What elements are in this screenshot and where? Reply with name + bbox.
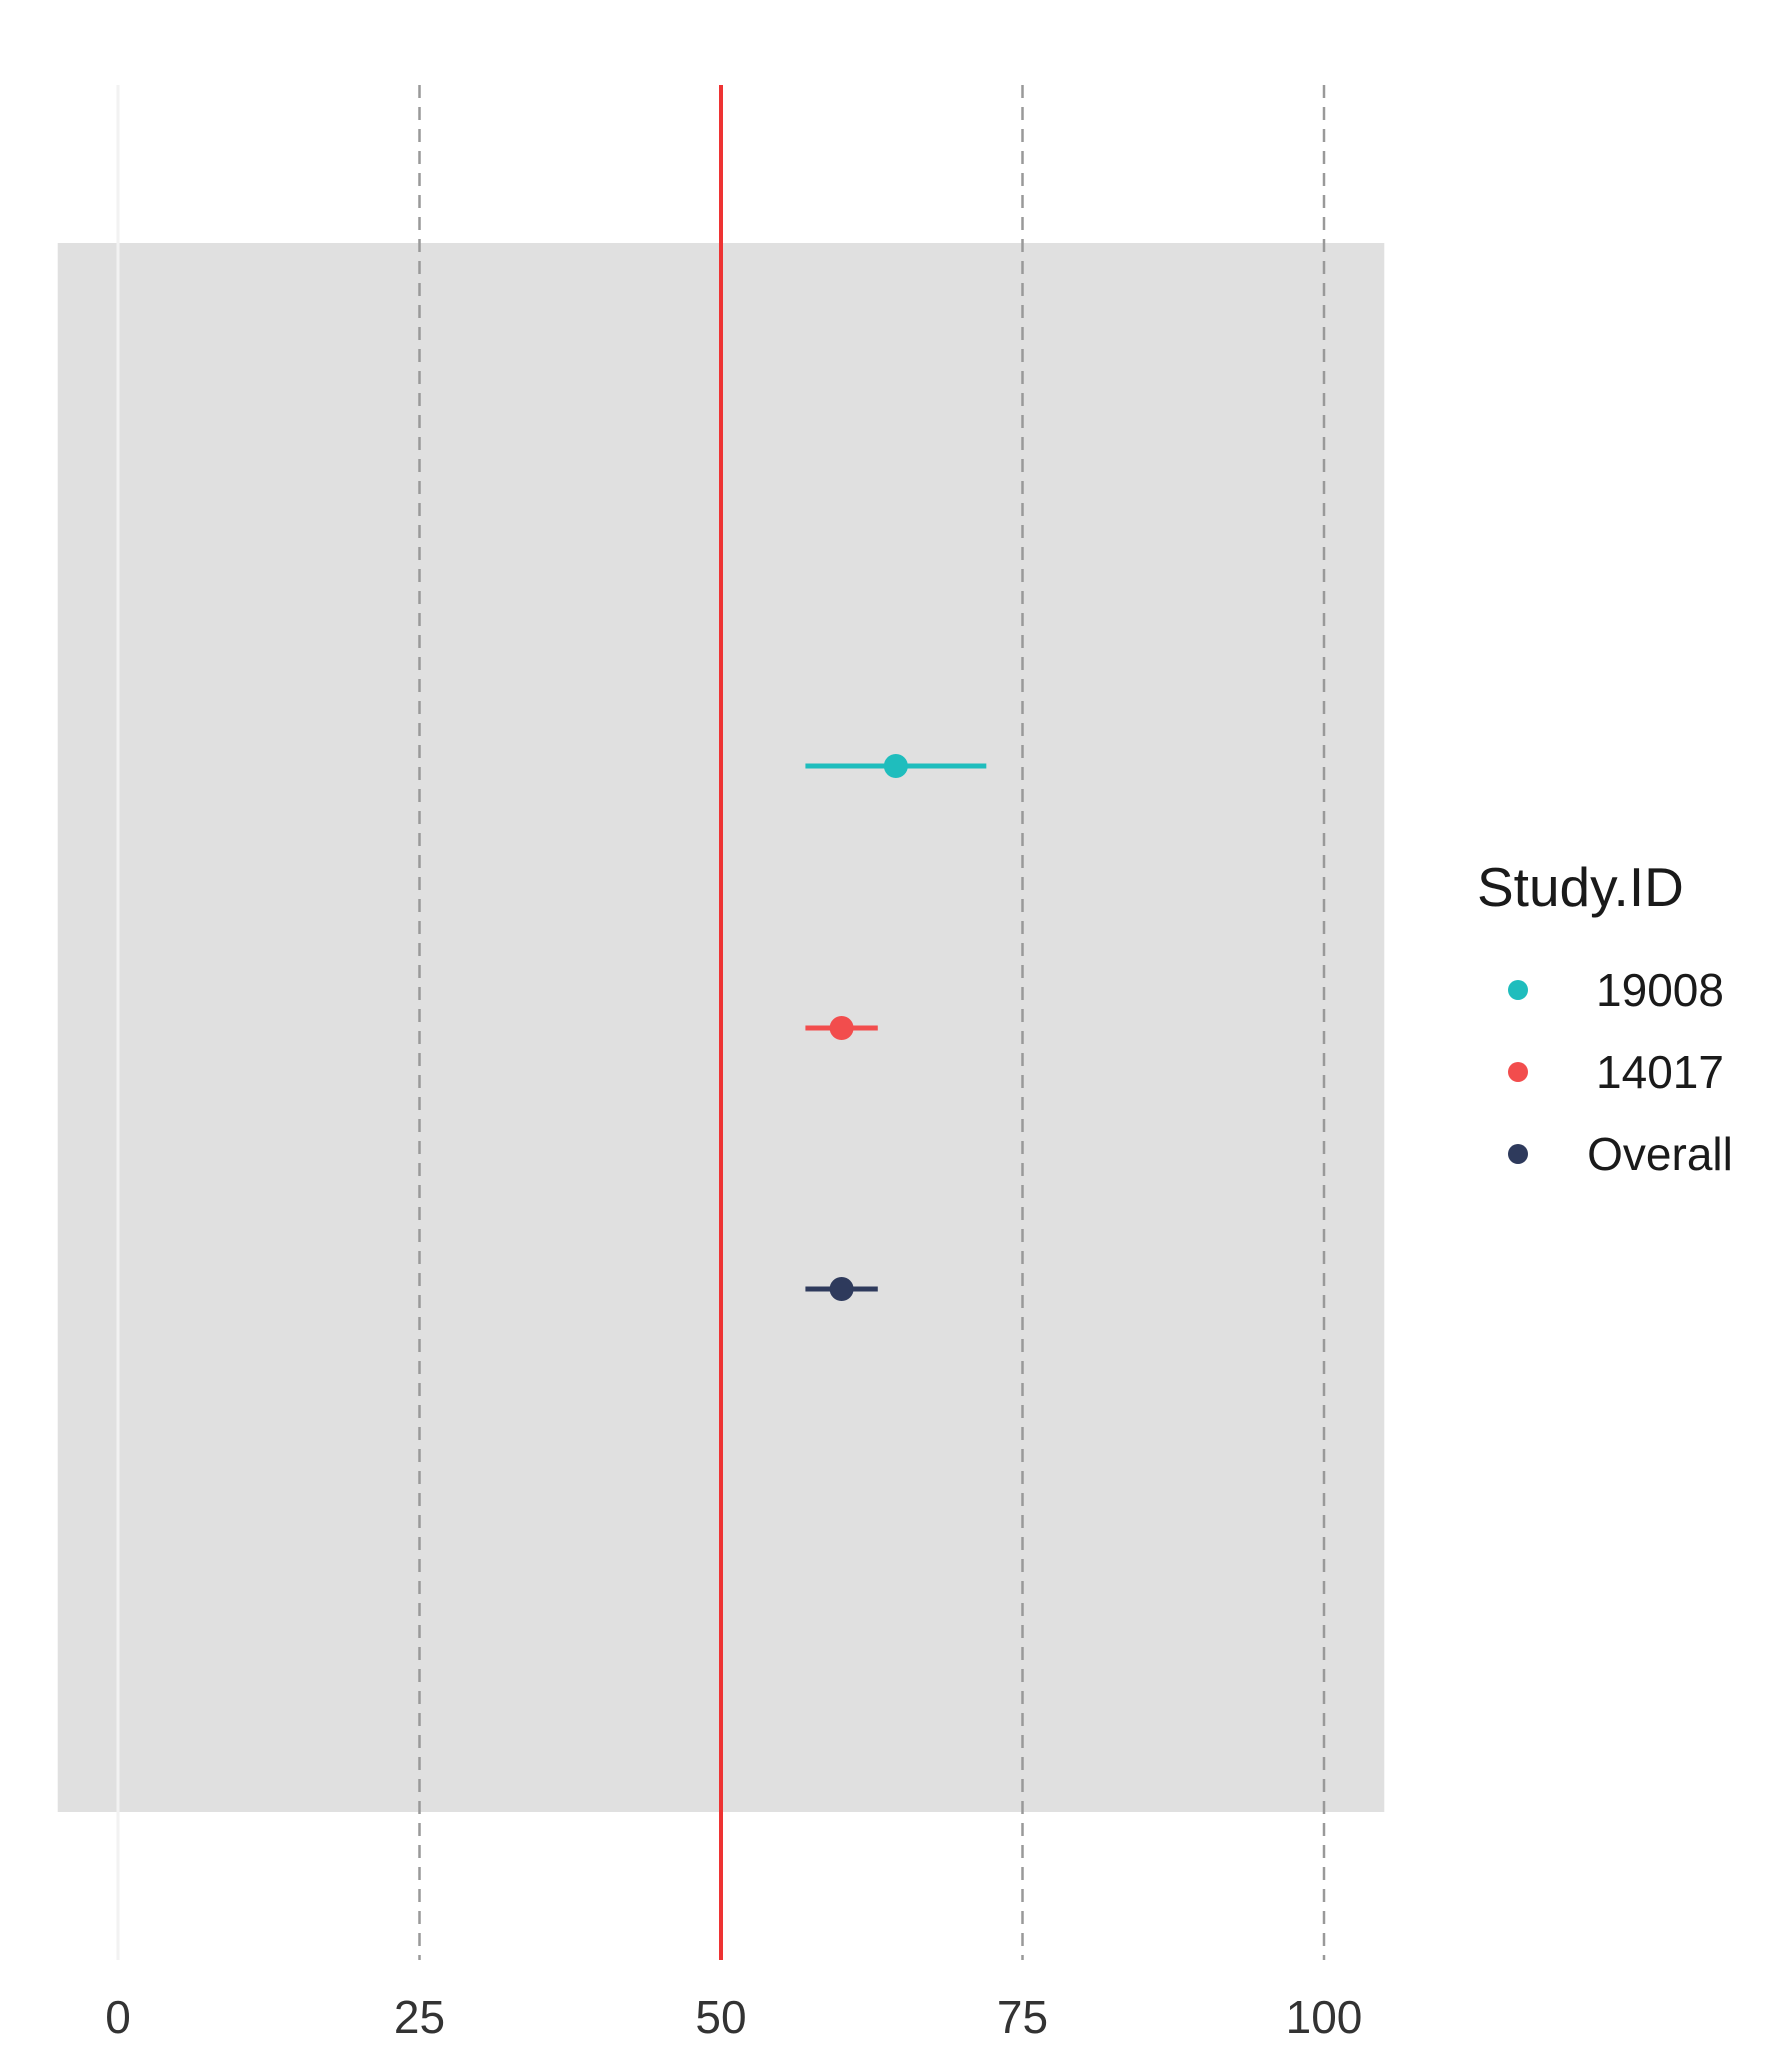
legend-label-overall: Overall xyxy=(1587,1128,1733,1180)
x-gridlines xyxy=(116,85,1326,1960)
series-group xyxy=(805,754,987,1301)
x-tick-label-25: 25 xyxy=(394,1991,445,2043)
x-tick-label-50: 50 xyxy=(695,1991,746,2043)
x-tick-label-75: 75 xyxy=(997,1991,1048,2043)
legend-key-overall xyxy=(1508,1144,1528,1164)
point-14017 xyxy=(829,1016,854,1040)
legend-title: Study.ID xyxy=(1477,856,1684,918)
x-tick-label-0: 0 xyxy=(105,1991,131,2043)
legend-key-19008 xyxy=(1508,980,1528,1000)
legend-key-14017 xyxy=(1508,1062,1528,1082)
legend-label-14017: 14017 xyxy=(1596,1046,1724,1098)
point-overall xyxy=(829,1277,854,1301)
x-tick-label-100: 100 xyxy=(1286,1991,1363,2043)
x-axis-ticks: 0 25 50 75 100 xyxy=(105,1991,1362,2043)
legend-label-19008: 19008 xyxy=(1596,964,1724,1016)
legend: Study.ID 19008 14017 Overall xyxy=(1477,856,1733,1180)
point-19008 xyxy=(883,754,908,778)
